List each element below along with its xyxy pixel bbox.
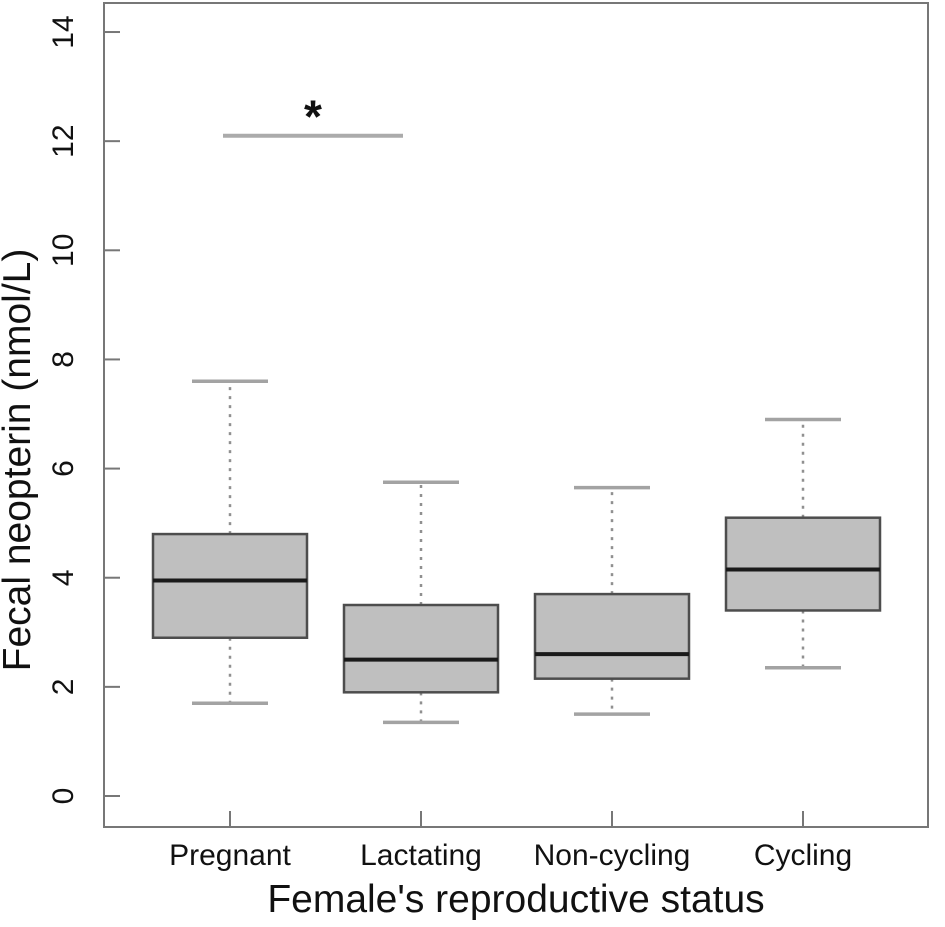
x-tick-label-lactating: Lactating — [360, 839, 482, 872]
box-pregnant — [151, 379, 309, 705]
y-tick-label: 14 — [47, 15, 80, 48]
y-tick-label: 8 — [47, 351, 80, 368]
y-tick-label: 10 — [47, 234, 80, 267]
boxplot-boxes — [151, 379, 882, 725]
x-axis-title: Female's reproductive status — [267, 878, 764, 921]
y-tick-label: 0 — [47, 788, 80, 805]
y-axis-title: Fecal neopterin (nmol/L) — [0, 249, 39, 672]
iqr-box — [724, 516, 882, 612]
iqr-box — [151, 532, 309, 639]
box-lactating — [342, 480, 500, 725]
iqr-box — [342, 603, 500, 694]
significance-bracket: * — [223, 91, 403, 143]
y-axis: 0 2 4 6 8 10 12 14 — [47, 15, 120, 804]
box-cycling — [724, 417, 882, 670]
iqr-box — [533, 592, 691, 680]
y-tick-label: 4 — [47, 569, 80, 586]
x-axis: Pregnant Lactating Non-cycling Cycling — [169, 811, 852, 872]
x-tick-label-non-cycling: Non-cycling — [534, 839, 691, 872]
y-tick-label: 2 — [47, 679, 80, 696]
x-tick-label-pregnant: Pregnant — [169, 839, 291, 872]
significance-asterisk: * — [304, 91, 322, 143]
x-tick-label-cycling: Cycling — [754, 839, 852, 872]
box-non-cycling — [533, 485, 691, 716]
y-tick-label: 12 — [47, 124, 80, 157]
plot-frame — [103, 2, 929, 828]
y-tick-label: 6 — [47, 460, 80, 477]
